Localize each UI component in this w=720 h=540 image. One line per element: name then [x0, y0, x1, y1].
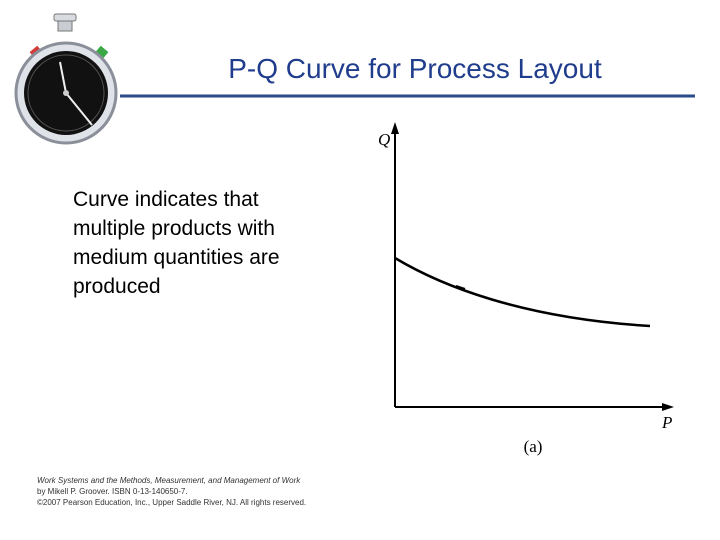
stopwatch-icon [14, 13, 118, 145]
slide-title: P-Q Curve for Process Layout [228, 53, 602, 84]
y-axis-label: Q [378, 130, 390, 149]
body-text: medium quantities are [73, 246, 280, 269]
body-text: multiple products with [73, 217, 275, 240]
footer-text: ©2007 Pearson Education, Inc., Upper Sad… [37, 498, 306, 507]
pq-curve [394, 256, 651, 328]
figure-caption: (a) [524, 437, 543, 456]
footer-text: Work Systems and the Methods, Measuremen… [37, 476, 301, 485]
footer-text: by Mikell P. Groover. ISBN 0-13-140650-7… [37, 487, 188, 496]
curve-mark [455, 285, 466, 290]
body-text: produced [73, 275, 161, 298]
pq-figure: Q P (a) [378, 122, 674, 456]
arrowhead [391, 122, 399, 134]
body-text: Curve indicates that [73, 188, 259, 211]
x-axis-label: P [661, 413, 672, 432]
arrowhead [662, 403, 674, 411]
